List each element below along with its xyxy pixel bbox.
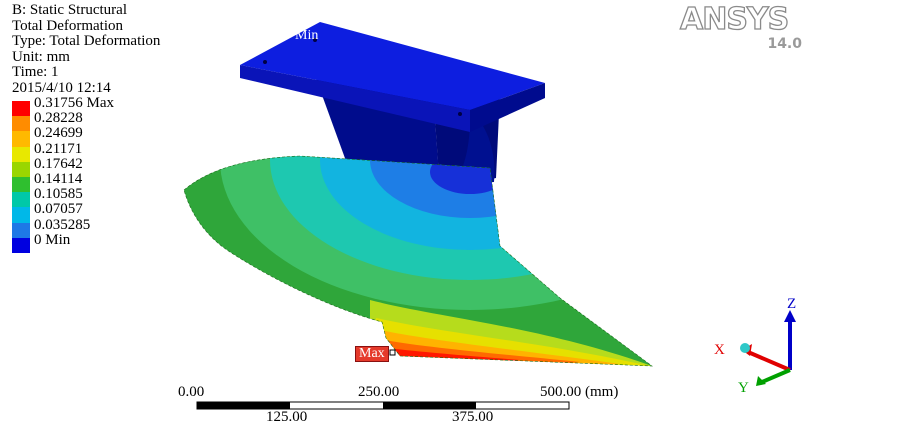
axis-label-x: X [714, 342, 725, 358]
legend-entry: 0.14114 [12, 171, 172, 193]
info-line-result: Total Deformation [12, 17, 123, 34]
legend-swatch [12, 177, 30, 193]
legend-swatch [12, 101, 30, 117]
legend-swatch [12, 146, 30, 162]
scale-bar [196, 401, 570, 410]
scale-label-quarter: 125.00 [266, 409, 308, 425]
legend-entry: 0.21171 [12, 141, 172, 162]
legend-entry: 0.17642 [12, 156, 172, 177]
legend-label: 0 Min [34, 231, 71, 248]
info-line-title: B: Static Structural [12, 2, 127, 18]
logo-version: 14.0 [767, 36, 802, 52]
legend-entry: 0.10585 [12, 186, 172, 208]
info-line-date: 2015/4/10 12:14 [12, 79, 111, 96]
legend-entry: 0.035285 [12, 217, 172, 238]
scale-label-three-quarter: 375.00 [452, 409, 494, 425]
axis-label-y: Y [738, 380, 749, 396]
legend-entry: 0.24699 [12, 125, 172, 147]
legend-entry: 0.28228 [12, 110, 172, 132]
legend-entry: 0.31756 Max [12, 95, 172, 117]
legend-swatch [12, 237, 30, 253]
scale-label-end: 500.00 (mm) [540, 384, 619, 400]
support-bracket [240, 22, 545, 190]
logo-wordmark: ANSYS [679, 1, 790, 37]
min-label: Min [295, 28, 319, 43]
result-info: B: Static Structural Total Deformation T… [12, 2, 161, 96]
legend-swatch [12, 222, 30, 238]
max-probe-marker [389, 349, 396, 356]
legend-swatch [12, 192, 30, 208]
legend-label: 0.10585 [34, 186, 83, 203]
max-label: Max [355, 346, 389, 362]
legend-label: 0.07057 [34, 201, 83, 218]
legend-label: 0.31756 Max [34, 95, 114, 111]
coordinate-triad[interactable] [740, 310, 796, 386]
legend-entry: 0.07057 [12, 201, 172, 223]
legend-swatch [12, 131, 30, 147]
legend-swatch [12, 116, 30, 132]
legend-label: 0.21171 [34, 140, 83, 157]
legend-swatch [12, 207, 30, 223]
ansys-logo: ANSYS 14.0 [679, 1, 802, 56]
legend-entry: 0 Min [12, 232, 172, 253]
legend-label: 0.28228 [34, 110, 83, 127]
info-line-unit: Unit: mm [12, 48, 70, 65]
legend-label: 0.14114 [34, 171, 83, 187]
scale-label-mid: 250.00 [358, 384, 400, 400]
legend-label: 0.035285 [34, 216, 91, 233]
legend-swatch [12, 161, 30, 177]
scale-label-start: 0.00 [178, 384, 205, 400]
info-line-time: Time: 1 [12, 64, 59, 80]
axis-label-z: Z [787, 296, 797, 312]
legend-label: 0.24699 [34, 125, 83, 142]
info-line-type: Type: Total Deformation [12, 33, 161, 49]
legend-label: 0.17642 [34, 155, 83, 172]
